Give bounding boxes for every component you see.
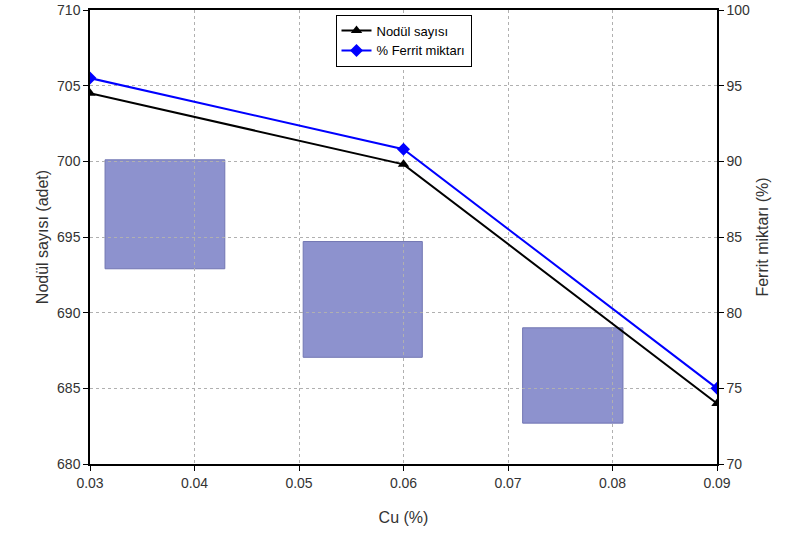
svg-text:0.06: 0.06 [390, 475, 417, 491]
svg-text:95: 95 [727, 78, 743, 94]
svg-text:% Ferrit miktarı: % Ferrit miktarı [377, 43, 465, 58]
svg-text:70: 70 [727, 456, 743, 472]
svg-text:0.07: 0.07 [494, 475, 521, 491]
svg-text:690: 690 [57, 305, 81, 321]
svg-text:710: 710 [57, 2, 81, 18]
svg-text:Nodül sayısı (adet): Nodül sayısı (adet) [34, 170, 51, 304]
svg-text:680: 680 [57, 456, 81, 472]
svg-text:0.05: 0.05 [285, 475, 312, 491]
svg-text:Nodül sayısı: Nodül sayısı [377, 24, 449, 39]
svg-text:685: 685 [57, 380, 81, 396]
svg-text:0.09: 0.09 [703, 475, 730, 491]
svg-text:100: 100 [727, 2, 751, 18]
svg-text:Ferrit miktarı (%): Ferrit miktarı (%) [754, 177, 771, 296]
svg-text:Cu (%): Cu (%) [379, 509, 429, 526]
svg-text:90: 90 [727, 153, 743, 169]
svg-text:75: 75 [727, 380, 743, 396]
svg-text:85: 85 [727, 229, 743, 245]
svg-text:700: 700 [57, 153, 81, 169]
svg-text:0.03: 0.03 [76, 475, 103, 491]
svg-text:0.08: 0.08 [599, 475, 626, 491]
svg-text:0.04: 0.04 [181, 475, 208, 491]
svg-text:80: 80 [727, 305, 743, 321]
svg-text:705: 705 [57, 78, 81, 94]
svg-text:695: 695 [57, 229, 81, 245]
